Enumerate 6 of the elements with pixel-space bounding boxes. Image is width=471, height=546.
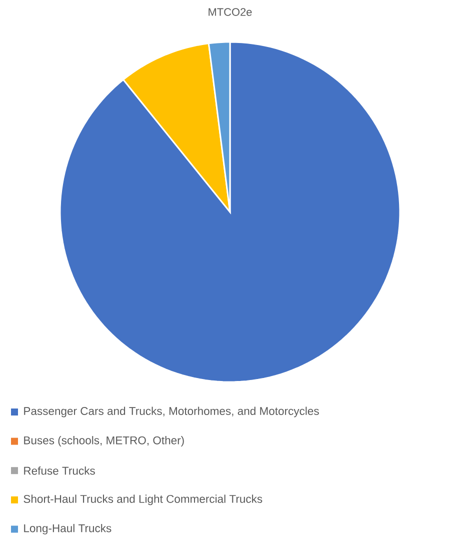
legend-label: Refuse Trucks xyxy=(24,466,95,475)
chart-title: MTCO2e xyxy=(208,8,252,16)
legend-label: Short-Haul Trucks and Light Commercial Trucks xyxy=(24,494,262,506)
legend-label: Buses (schools, METRO, Other) xyxy=(24,436,184,447)
legend-label: Long-Haul Trucks xyxy=(24,524,112,534)
legend-label: Passenger Cars and Trucks, Motorhomes, and Motorcycles xyxy=(24,406,319,418)
